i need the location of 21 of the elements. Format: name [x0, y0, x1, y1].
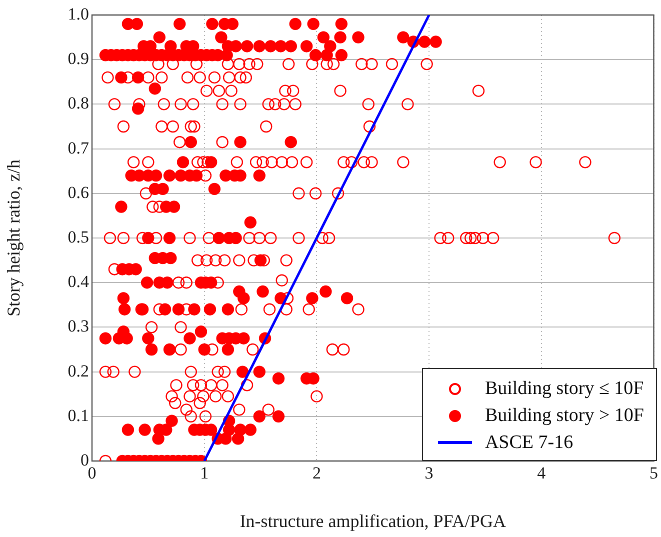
y-tick-label: 0.3 — [68, 316, 89, 336]
legend-label: Building story ≤ 10F — [484, 378, 644, 400]
x-tick-label: 3 — [424, 464, 434, 483]
y-tick-label: 0.5 — [68, 227, 89, 246]
y-axis-title: Story height ratio, z/h — [4, 160, 24, 316]
x-tick-label: 5 — [650, 464, 658, 483]
x-tick-label: 1 — [200, 464, 209, 483]
x-tick-label: 4 — [537, 464, 546, 483]
y-tick-label: 0.8 — [68, 94, 89, 113]
y-tick-label: 1.0 — [68, 4, 89, 24]
y-tick-label: 0.9 — [68, 49, 89, 68]
y-tick-label: 0.7 — [68, 138, 90, 158]
legend-label: Building story > 10F — [484, 404, 644, 426]
x-tick-label: 2 — [312, 464, 321, 483]
y-tick-label: 0.4 — [68, 272, 90, 292]
y-tick-label: 0.1 — [68, 406, 89, 425]
legend-label: ASCE 7-16 — [484, 432, 574, 454]
x-axis-title: In-structure amplification, PFA/PGA — [240, 510, 506, 531]
y-tick-label: 0.6 — [68, 182, 89, 202]
y-tick-label: 0.2 — [68, 361, 89, 380]
y-tick-label: 0 — [80, 450, 89, 470]
